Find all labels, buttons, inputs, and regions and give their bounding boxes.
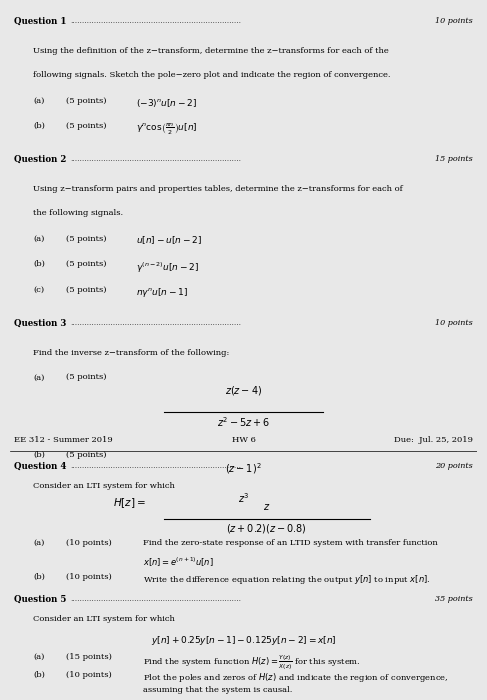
Text: 10 points: 10 points — [435, 318, 472, 327]
Text: (a): (a) — [33, 653, 44, 661]
Text: $H[z] = $: $H[z] = $ — [112, 496, 146, 510]
Text: (10 points): (10 points) — [66, 573, 112, 581]
Text: 20 points: 20 points — [435, 462, 472, 470]
Text: $\gamma^n\cos\!\left(\frac{\pi n}{2}\right)u[n]$: $\gamma^n\cos\!\left(\frac{\pi n}{2}\rig… — [136, 122, 198, 137]
Text: Question 1: Question 1 — [15, 18, 67, 27]
Text: $u[n] - u[n-2]$: $u[n] - u[n-2]$ — [136, 234, 202, 246]
Text: ........................................................................: ........................................… — [71, 18, 242, 25]
Text: Question 2: Question 2 — [15, 155, 67, 164]
Text: 10 points: 10 points — [435, 18, 472, 25]
Text: Question 3: Question 3 — [15, 318, 67, 328]
Text: Consider an LTI system for which: Consider an LTI system for which — [33, 482, 175, 490]
Text: (a): (a) — [33, 97, 44, 104]
Text: $z$: $z$ — [263, 503, 271, 512]
Text: $z^3$: $z^3$ — [238, 491, 249, 505]
Text: assuming that the system is causal.: assuming that the system is causal. — [143, 686, 292, 694]
Text: $(z-1)^2$: $(z-1)^2$ — [225, 461, 262, 476]
Text: ........................................................................: ........................................… — [71, 462, 242, 470]
Text: following signals. Sketch the pole−zero plot and indicate the region of converge: following signals. Sketch the pole−zero … — [33, 71, 391, 79]
Text: ........................................................................: ........................................… — [71, 595, 242, 603]
Text: $y[n]+0.25y[n-1]-0.125y[n-2]=x[n]$: $y[n]+0.25y[n-1]-0.125y[n-2]=x[n]$ — [150, 634, 337, 648]
Text: HW 6: HW 6 — [231, 436, 256, 445]
Text: the following signals.: the following signals. — [33, 209, 123, 217]
Text: Consider an LTI system for which: Consider an LTI system for which — [33, 615, 175, 624]
Text: (a): (a) — [33, 539, 44, 547]
Text: (10 points): (10 points) — [66, 671, 112, 678]
Text: $(-3)^n u[n-2]$: $(-3)^n u[n-2]$ — [136, 97, 197, 108]
Text: ........................................................................: ........................................… — [71, 318, 242, 327]
Text: (b): (b) — [33, 573, 45, 581]
Text: Find the system function $H(z) = \frac{Y(z)}{X(z)}$ for this system.: Find the system function $H(z) = \frac{Y… — [143, 653, 361, 671]
Text: $z(z-4)$: $z(z-4)$ — [225, 384, 262, 397]
Text: 35 points: 35 points — [435, 595, 472, 603]
Text: Question 5: Question 5 — [15, 595, 67, 604]
Text: Due:  Jul. 25, 2019: Due: Jul. 25, 2019 — [393, 436, 472, 445]
Text: (15 points): (15 points) — [66, 653, 112, 661]
Text: (10 points): (10 points) — [66, 539, 112, 547]
Text: (b): (b) — [33, 122, 45, 130]
Text: 15 points: 15 points — [435, 155, 472, 163]
Text: Using z−transform pairs and properties tables, determine the z−transforms for ea: Using z−transform pairs and properties t… — [33, 185, 403, 193]
Text: Question 4: Question 4 — [15, 462, 67, 471]
Text: $n\gamma^n u[n-1]$: $n\gamma^n u[n-1]$ — [136, 286, 188, 299]
Text: (5 points): (5 points) — [66, 260, 106, 268]
Text: (5 points): (5 points) — [66, 451, 106, 459]
Text: $x[n] = e^{(n+1)}u[n]$: $x[n] = e^{(n+1)}u[n]$ — [143, 556, 214, 568]
Text: (5 points): (5 points) — [66, 234, 106, 243]
Text: (b): (b) — [33, 260, 45, 268]
Text: (5 points): (5 points) — [66, 286, 106, 294]
Text: Using the definition of the z−transform, determine the z−transforms for each of : Using the definition of the z−transform,… — [33, 47, 389, 55]
Text: $z^2-5z+6$: $z^2-5z+6$ — [217, 415, 270, 429]
Text: (b): (b) — [33, 671, 45, 678]
Text: Find the zero-state response of an LTID system with transfer function: Find the zero-state response of an LTID … — [143, 539, 438, 547]
Text: (a): (a) — [33, 373, 44, 382]
Text: Find the inverse z−transform of the following:: Find the inverse z−transform of the foll… — [33, 349, 229, 356]
Text: $\gamma^{(n-2)}u[n-2]$: $\gamma^{(n-2)}u[n-2]$ — [136, 260, 199, 274]
Text: EE 312 - Summer 2019: EE 312 - Summer 2019 — [15, 436, 113, 445]
Text: (c): (c) — [33, 286, 44, 294]
Text: (5 points): (5 points) — [66, 122, 106, 130]
Text: Write the difference equation relating the output $y[n]$ to input $x[n]$.: Write the difference equation relating t… — [143, 573, 431, 586]
Text: (b): (b) — [33, 451, 45, 459]
Text: (a): (a) — [33, 234, 44, 243]
Text: (5 points): (5 points) — [66, 97, 106, 104]
Text: (5 points): (5 points) — [66, 373, 106, 382]
Text: $(z+0.2)(z-0.8)$: $(z+0.2)(z-0.8)$ — [226, 522, 307, 535]
Text: ........................................................................: ........................................… — [71, 155, 242, 163]
Text: Plot the poles and zeros of $H(z)$ and indicate the region of convergence,: Plot the poles and zeros of $H(z)$ and i… — [143, 671, 449, 684]
